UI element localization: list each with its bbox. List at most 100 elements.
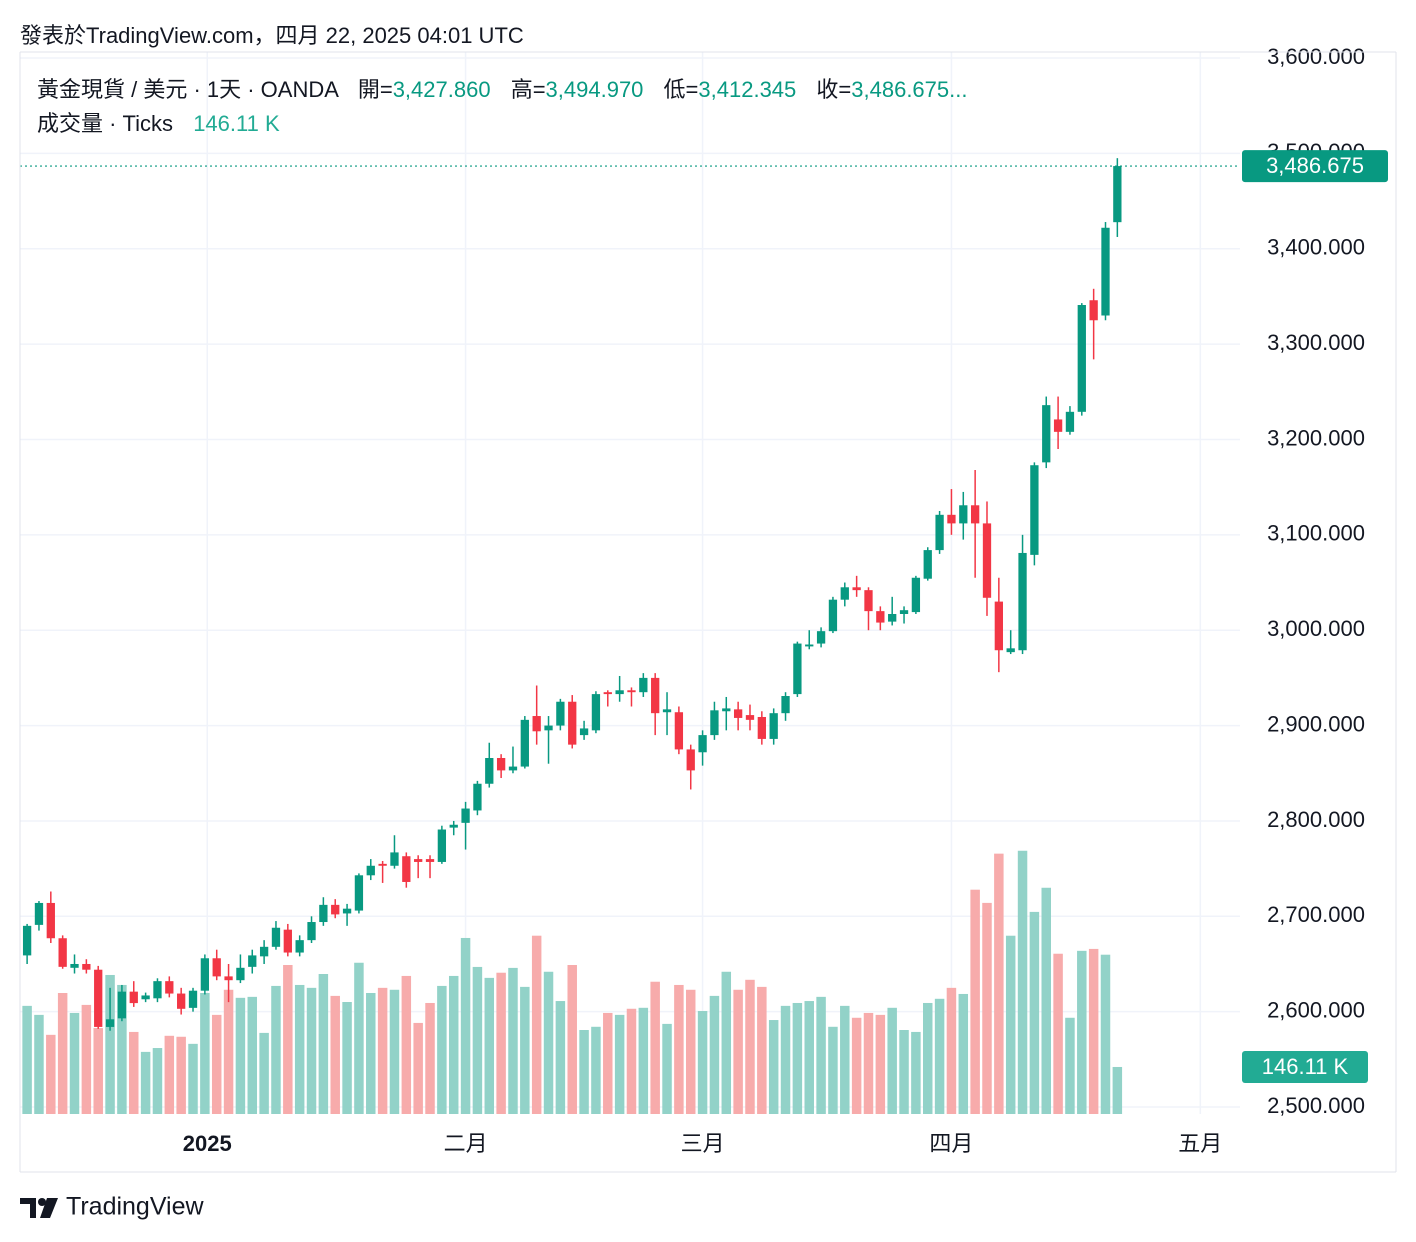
candle-body (651, 677, 660, 714)
candle-body (177, 993, 186, 1009)
x-tick-label: 三月 (681, 1131, 725, 1156)
volume-bar (662, 1023, 672, 1114)
candle-body (259, 946, 269, 957)
candle-body (781, 696, 790, 714)
legend-key: 收= (816, 77, 852, 102)
volume-bar (508, 967, 518, 1114)
volume-bar (792, 1002, 803, 1114)
legend-key: 開= (357, 77, 393, 102)
logo-icon (38, 1198, 46, 1206)
candle-body (342, 908, 352, 914)
candle-body (188, 990, 198, 1008)
volume-name: 成交量 · Ticks (37, 111, 174, 136)
volume-bar (674, 984, 684, 1114)
volume-bar (768, 1020, 779, 1114)
candle-body (828, 599, 838, 632)
candle-body (840, 587, 849, 600)
candle-layer (20, 158, 1240, 1031)
candle-body (745, 715, 755, 720)
candle-body (994, 601, 1003, 651)
candle-body (970, 505, 980, 524)
candle-body (402, 856, 411, 882)
candle-body (425, 859, 435, 862)
candle-body (165, 981, 174, 994)
candle-body (982, 523, 992, 598)
volume-tag (1242, 1050, 1368, 1083)
candle-body (271, 927, 281, 947)
candle-body (793, 643, 802, 695)
volume-bar (46, 1034, 56, 1114)
volume-layer (22, 850, 1123, 1114)
volume-bar (211, 1014, 222, 1114)
candle-body (1018, 552, 1027, 651)
volume-bar (887, 1007, 897, 1114)
volume-bar (851, 1017, 862, 1114)
candle-body (864, 590, 873, 612)
candle-body (82, 963, 91, 970)
volume-bar (531, 935, 542, 1114)
candle-body (153, 981, 162, 999)
y-tick-label: 3,600.000 (1267, 44, 1365, 69)
candle-body (1089, 300, 1098, 321)
volume-bar (57, 992, 68, 1114)
volume-bar (567, 964, 577, 1114)
volume-bar (923, 1002, 933, 1114)
legend-key: 高= (510, 77, 546, 102)
candle-body (816, 631, 826, 644)
volume-bar (946, 987, 957, 1114)
volume-bar (579, 1030, 589, 1114)
volume-bar (366, 992, 376, 1114)
volume-bar (496, 972, 506, 1114)
source: 發表於TradingView.com，四月 22, 2025 04:01 UTC (20, 23, 524, 48)
volume-bar (93, 1028, 103, 1114)
y-tick-label: 3,000.000 (1267, 616, 1365, 641)
volume-bar (1029, 911, 1040, 1114)
volume-bar (863, 1012, 874, 1114)
y-tick-label: 2,800.000 (1267, 807, 1365, 832)
y-tick-label: 3,100.000 (1267, 521, 1365, 546)
x-tick-label: 五月 (1178, 1131, 1222, 1156)
candle-body (449, 824, 458, 828)
candle-body (947, 514, 956, 524)
candle-body (437, 829, 447, 862)
candle-body (923, 550, 932, 579)
candle-body (508, 766, 518, 771)
volume-bar (555, 1001, 566, 1114)
grid (20, 52, 1240, 1114)
volume-bar (354, 962, 364, 1114)
volume-bar (733, 989, 743, 1114)
candle-body (662, 709, 672, 713)
volume-bar (816, 996, 826, 1114)
candle-body (212, 958, 221, 977)
volume-bar (105, 974, 115, 1114)
volume-bar (1041, 887, 1051, 1114)
legend-key: 低= (663, 77, 699, 102)
candle-body (1101, 227, 1110, 316)
candle-body (556, 701, 565, 726)
volume-bar (745, 979, 755, 1114)
candle-body (236, 967, 245, 981)
volume-bar (780, 1005, 791, 1114)
candle-body (674, 712, 684, 750)
volume-bar (152, 1048, 163, 1114)
volume-bar (970, 889, 980, 1114)
volume-bar (685, 989, 696, 1114)
x-tick-label: 2025 (183, 1131, 232, 1156)
candle-body (141, 995, 150, 1000)
candle-body (520, 719, 529, 767)
candle-body (129, 991, 138, 1004)
candle-body (1113, 166, 1122, 223)
candle-body (888, 613, 897, 622)
legend-value: 3,486.675... (851, 77, 968, 102)
candle-body (414, 859, 423, 862)
candle-body (200, 958, 210, 991)
candle-body (58, 938, 67, 967)
volume-bar (69, 1012, 80, 1114)
volume-bar (804, 1001, 814, 1114)
volume-bar (1112, 1066, 1123, 1114)
candle-body (805, 644, 814, 647)
volume-bar (200, 992, 210, 1114)
volume-bar (413, 1022, 423, 1114)
volume-bar (757, 986, 767, 1114)
candle-body (496, 757, 506, 771)
